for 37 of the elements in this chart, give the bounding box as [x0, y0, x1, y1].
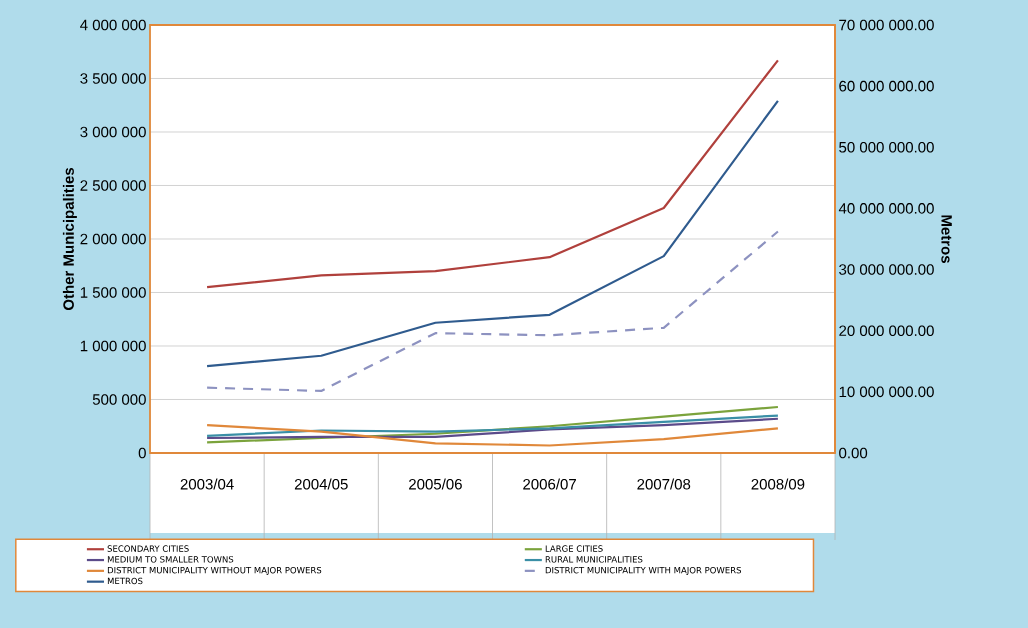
y2-tick-label: 10 000 000.00	[839, 386, 934, 398]
y-tick-label: 2 000 000	[80, 233, 146, 245]
y2-tick-label: 20 000 000.00	[839, 325, 934, 337]
line-series	[205, 59, 780, 289]
legend-label: RURAL MUNICIPALITIES	[545, 556, 643, 563]
legend-label: SECONDARY CITIES	[107, 545, 189, 552]
y2-axis-title: Metros	[941, 215, 952, 263]
x-tick-label: 2007/08	[637, 478, 691, 490]
x-tick-label: 2005/06	[409, 478, 462, 490]
y-tick-label: 3 000 000	[80, 126, 146, 138]
y-tick-label: 0	[138, 447, 146, 459]
y2-tick-label: 0.00	[839, 447, 868, 459]
line-series	[205, 424, 780, 447]
line-series	[205, 99, 780, 368]
y2-tick-label: 50 000 000.00	[839, 141, 934, 153]
y-tick-label: 500 000	[92, 394, 146, 405]
y2-tick-label: 60 000 000.00	[839, 80, 934, 92]
y-tick-label: 2 500 000	[80, 180, 146, 191]
y-axis-title: Other Municipalities	[62, 167, 77, 311]
x-tick-label: 2003/04	[180, 478, 234, 490]
legend-label: LARGE CITIES	[545, 545, 603, 552]
y-tick-label: 3 500 000	[80, 73, 146, 84]
legend-label: METROS	[107, 577, 143, 585]
y-tick-label: 1 500 000	[80, 287, 146, 298]
legend-label: MEDIUM TO SMALLER TOWNS	[107, 556, 234, 563]
x-tick-label: 2008/09	[751, 478, 805, 490]
y2-tick-label: 40 000 000.00	[838, 203, 934, 214]
x-tick-label: 2006/07	[523, 478, 576, 490]
x-tick-label: 2004/05	[294, 478, 348, 490]
y-tick-label: 4 000 000	[80, 19, 146, 31]
y2-tick-label: 30 000 000.00	[839, 264, 934, 275]
y2-tick-label: 70 000 000.00	[839, 19, 934, 31]
y-tick-label: 1 000 000	[80, 340, 146, 352]
line-series	[205, 230, 780, 393]
legend-label: DISTRICT MUNICIPALITY WITHOUT MAJOR POWERS	[107, 566, 322, 575]
line-series	[205, 405, 780, 444]
legend-label: DISTRICT MUNICIPALITY WITH MAJOR POWERS	[545, 566, 742, 575]
